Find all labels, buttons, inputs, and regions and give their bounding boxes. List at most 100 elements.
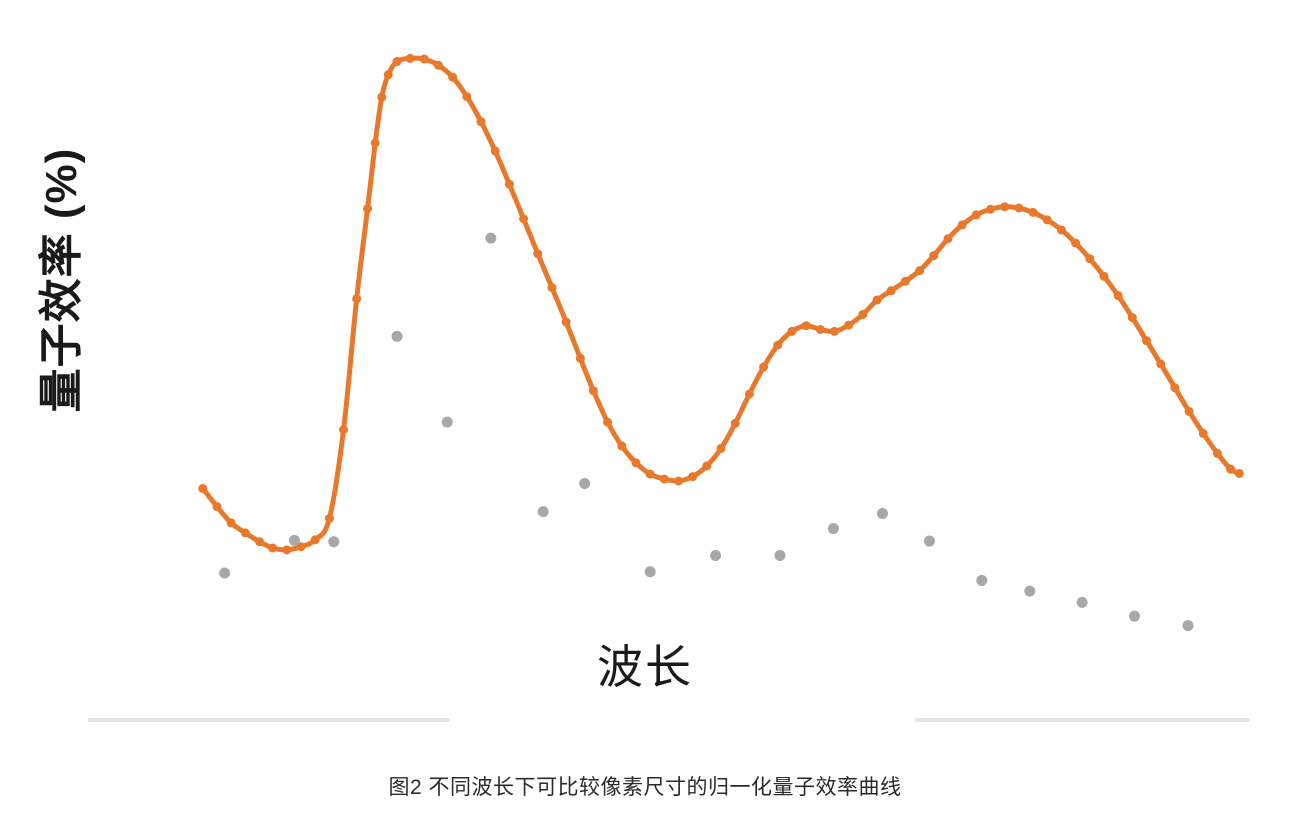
data-point-marker bbox=[617, 441, 627, 451]
data-point-marker bbox=[1071, 238, 1081, 248]
data-point-marker bbox=[929, 251, 939, 261]
data-point-marker bbox=[533, 249, 543, 259]
data-point-marker bbox=[198, 483, 208, 493]
line-series-markers bbox=[198, 53, 1244, 555]
data-point-marker bbox=[405, 53, 415, 63]
data-point-marker bbox=[519, 214, 529, 224]
data-point-marker bbox=[339, 425, 349, 435]
data-point-marker bbox=[1056, 225, 1066, 235]
scatter-point bbox=[827, 523, 839, 535]
data-point-marker bbox=[588, 386, 598, 396]
scatter-point bbox=[1182, 620, 1194, 632]
line-series-layer bbox=[200, 55, 1242, 553]
scatter-point bbox=[1129, 610, 1141, 622]
y-axis-title: 量子效率 (%) bbox=[37, 147, 86, 413]
data-point-marker bbox=[986, 204, 996, 214]
data-point-marker bbox=[844, 320, 854, 330]
data-point-marker bbox=[296, 542, 306, 552]
scatter-point bbox=[288, 534, 300, 546]
data-point-marker bbox=[787, 326, 797, 336]
data-point-marker bbox=[730, 418, 740, 428]
data-point-marker bbox=[702, 461, 712, 471]
data-point-marker bbox=[383, 70, 393, 80]
data-point-marker bbox=[1234, 468, 1244, 478]
data-point-marker bbox=[255, 537, 265, 547]
data-point-marker bbox=[1028, 207, 1038, 217]
data-point-marker bbox=[462, 92, 472, 102]
scatter-point bbox=[1076, 596, 1088, 608]
data-point-marker bbox=[433, 60, 443, 70]
data-point-marker bbox=[858, 309, 868, 319]
scatter-point bbox=[537, 506, 549, 518]
data-point-marker bbox=[900, 276, 910, 286]
data-point-marker bbox=[377, 92, 387, 102]
data-point-marker bbox=[1142, 336, 1152, 346]
data-point-marker bbox=[1014, 203, 1024, 213]
scatter-point bbox=[219, 567, 231, 579]
data-point-marker bbox=[1000, 202, 1010, 212]
data-point-marker bbox=[872, 295, 882, 305]
data-point-marker bbox=[448, 72, 458, 82]
data-point-marker bbox=[547, 283, 557, 293]
data-point-marker bbox=[915, 266, 925, 276]
data-point-marker bbox=[310, 535, 320, 545]
data-point-marker bbox=[324, 514, 334, 524]
scatter-point bbox=[976, 575, 988, 586]
data-point-marker bbox=[419, 54, 429, 64]
data-point-marker bbox=[370, 138, 380, 148]
quantum-efficiency-chart bbox=[88, 53, 1250, 722]
data-point-marker bbox=[1184, 406, 1194, 416]
data-point-marker bbox=[240, 528, 250, 538]
data-point-marker bbox=[476, 117, 486, 127]
data-point-marker bbox=[1156, 359, 1166, 369]
data-point-marker bbox=[943, 234, 953, 244]
scatter-point bbox=[441, 416, 453, 428]
scatter-point bbox=[877, 508, 889, 520]
data-point-marker bbox=[1170, 383, 1180, 393]
data-point-marker bbox=[886, 286, 896, 296]
data-point-marker bbox=[352, 294, 362, 304]
data-point-marker bbox=[212, 502, 222, 512]
data-point-marker bbox=[759, 362, 769, 372]
data-point-marker bbox=[716, 443, 726, 453]
data-point-marker bbox=[1226, 464, 1236, 474]
data-point-marker bbox=[645, 469, 655, 479]
data-point-marker bbox=[561, 317, 571, 327]
data-point-marker bbox=[268, 543, 278, 553]
scatter-point bbox=[710, 549, 722, 561]
data-point-marker bbox=[603, 417, 613, 427]
data-point-marker bbox=[490, 146, 500, 156]
data-point-marker bbox=[1085, 254, 1095, 264]
data-point-marker bbox=[1042, 215, 1052, 225]
data-point-marker bbox=[688, 472, 698, 482]
data-point-marker bbox=[392, 57, 402, 67]
scatter-point bbox=[328, 536, 340, 548]
figure-caption: 图2 不同波长下可比较像素尺寸的归一化量子效率曲线 bbox=[388, 776, 902, 799]
series-line-0 bbox=[200, 55, 1242, 553]
plot-area: 量子效率 (%) 波长 bbox=[37, 53, 1250, 722]
data-point-marker bbox=[659, 474, 669, 484]
data-point-marker bbox=[815, 324, 825, 334]
data-point-marker bbox=[282, 545, 292, 555]
data-point-marker bbox=[226, 518, 236, 528]
data-point-marker bbox=[957, 220, 967, 230]
data-point-marker bbox=[363, 204, 373, 214]
x-axis-rules bbox=[88, 718, 1250, 722]
scatter-point bbox=[644, 566, 656, 578]
scatter-point bbox=[485, 232, 497, 244]
data-point-marker bbox=[744, 389, 754, 399]
data-point-marker bbox=[1127, 313, 1137, 323]
data-point-marker bbox=[504, 179, 514, 189]
data-point-marker bbox=[1113, 291, 1123, 301]
data-point-marker bbox=[631, 458, 641, 468]
x-axis-title: 波长 bbox=[597, 641, 693, 693]
data-point-marker bbox=[1212, 448, 1222, 458]
data-point-marker bbox=[1099, 271, 1109, 281]
data-point-marker bbox=[773, 340, 783, 350]
data-point-marker bbox=[674, 476, 683, 486]
scatter-series-layer bbox=[219, 232, 1194, 632]
data-point-marker bbox=[971, 210, 981, 220]
scatter-point bbox=[391, 330, 403, 342]
scatter-point bbox=[774, 549, 786, 561]
